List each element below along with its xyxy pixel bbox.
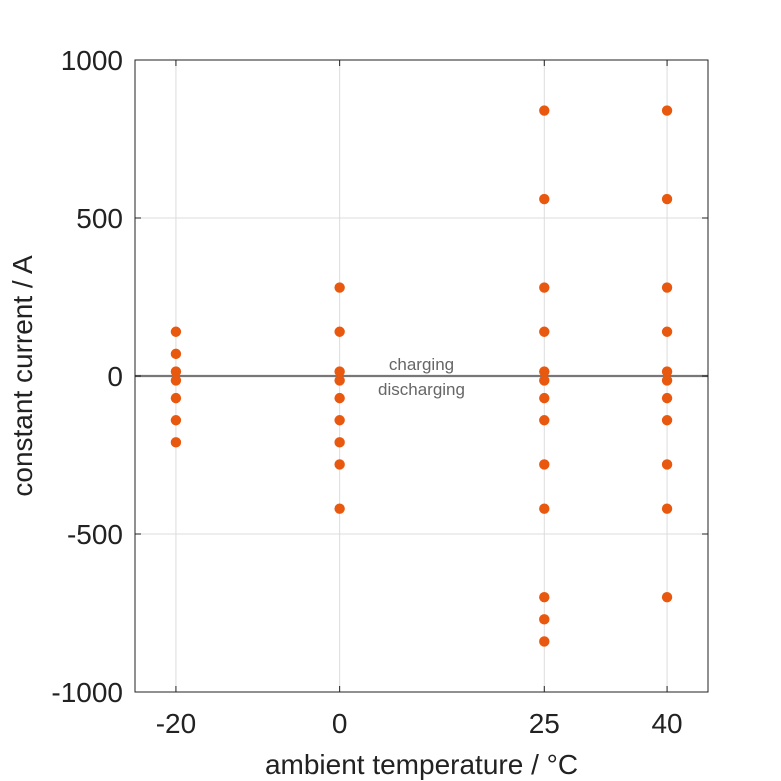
data-point [661, 392, 673, 404]
data-point [539, 193, 550, 205]
data-point [334, 392, 345, 404]
data-point [661, 459, 673, 470]
data-point [661, 592, 673, 603]
data-point [661, 503, 673, 514]
data-point [334, 326, 345, 337]
data-point [170, 437, 182, 448]
data-point [661, 105, 673, 116]
data-point [539, 459, 550, 470]
x-tick-label: 40 [651, 708, 682, 739]
data-point [334, 375, 345, 386]
data-point [661, 366, 673, 377]
axis-ticks: -20 0 25 40 -1000 -500 0 500 1000 [51, 45, 708, 739]
data-point [539, 592, 550, 603]
data-point [539, 392, 550, 404]
x-tick-label: 0 [332, 708, 348, 739]
data-point [170, 326, 182, 337]
x-axis-label: ambient temperature / °C [265, 749, 578, 780]
y-tick-label: 1000 [61, 45, 123, 76]
data-point [170, 348, 182, 360]
data-point [661, 326, 673, 337]
y-tick-label: 500 [76, 203, 123, 234]
y-axis-label: constant current / A [7, 255, 38, 497]
y-tick-label: -1000 [51, 677, 123, 708]
data-point [334, 282, 345, 293]
data-point [539, 614, 550, 625]
data-point [539, 415, 550, 426]
data-point [334, 366, 345, 377]
data-point [170, 415, 182, 426]
data-point [539, 282, 550, 293]
data-point [661, 375, 673, 386]
charging-annotation: charging [389, 355, 454, 374]
data-point [334, 437, 345, 448]
data-point [334, 415, 345, 426]
data-point [539, 375, 550, 386]
discharging-annotation: discharging [378, 380, 465, 399]
y-tick-label: 0 [107, 361, 123, 392]
data-points [170, 105, 673, 647]
data-point [334, 503, 345, 514]
data-point [539, 105, 550, 116]
data-point [539, 326, 550, 337]
x-tick-label: 25 [529, 708, 560, 739]
data-point [334, 459, 345, 470]
x-tick-label: -20 [156, 708, 196, 739]
data-point [539, 366, 550, 377]
data-point [170, 392, 182, 404]
data-point [661, 193, 673, 205]
data-point [661, 282, 673, 293]
data-point [539, 636, 550, 647]
data-point [539, 503, 550, 514]
y-tick-label: -500 [67, 519, 123, 550]
data-point [661, 415, 673, 426]
data-point [170, 375, 182, 386]
data-point [170, 366, 182, 377]
